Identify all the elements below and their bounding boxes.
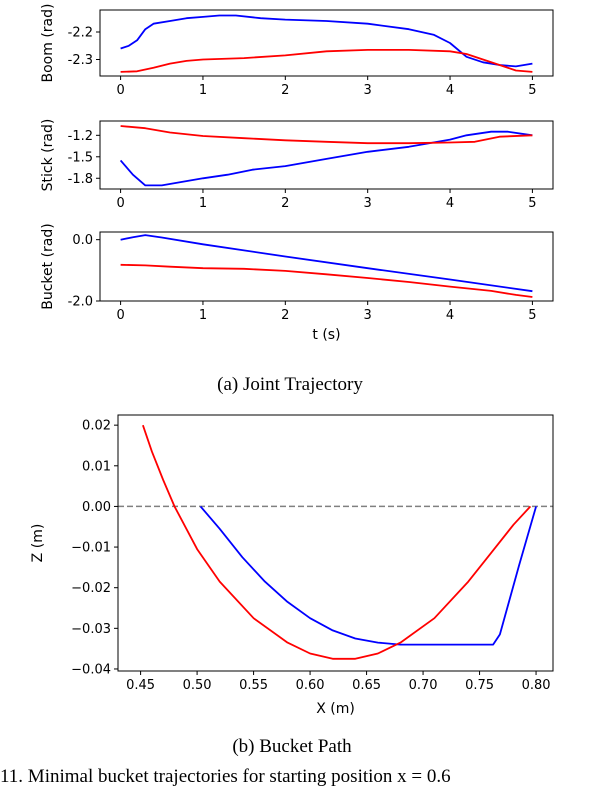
red-series-line xyxy=(120,125,533,145)
red-series-line xyxy=(120,263,533,298)
x-tick-label: 5 xyxy=(528,83,536,98)
blue-series-line xyxy=(119,130,533,187)
blue-series-line xyxy=(120,14,533,68)
x-tick-label: 1 xyxy=(199,83,207,98)
caption-b: (b) Bucket Path xyxy=(232,736,352,757)
x-axis-label: X (m) xyxy=(316,701,355,717)
y-tick-label: 0.01 xyxy=(82,459,111,474)
y-tick-label: −0.01 xyxy=(71,541,111,556)
x-tick-label: 0.55 xyxy=(239,678,268,693)
y-axis-label: Stick (rad) xyxy=(40,119,56,192)
red-series-line xyxy=(120,49,533,73)
blue-series-line xyxy=(199,505,537,646)
x-tick-label: 1 xyxy=(199,196,207,211)
x-tick-label: 0 xyxy=(116,83,124,98)
y-tick-label: -2.0 xyxy=(68,295,93,310)
x-tick-label: 3 xyxy=(364,196,372,211)
y-tick-label: −0.03 xyxy=(71,622,111,637)
red-series-line xyxy=(142,424,532,660)
y-tick-label: -1.2 xyxy=(68,129,93,144)
x-tick-label: 0.80 xyxy=(522,678,551,693)
y-tick-label: -1.5 xyxy=(68,150,93,165)
x-tick-label: 0.60 xyxy=(296,678,325,693)
x-tick-label: 5 xyxy=(528,308,536,323)
x-tick-label: 0 xyxy=(116,196,124,211)
boom-panel: 0 1 2 3 4 5 -2.2 -2.3 Boom (rad) xyxy=(40,4,554,98)
x-tick-label: 4 xyxy=(446,83,454,98)
y-tick-label: -1.8 xyxy=(68,172,93,187)
y-tick-label: −0.02 xyxy=(71,581,111,596)
blue-series-line xyxy=(120,234,533,293)
y-axis-label: Bucket (rad) xyxy=(40,223,56,309)
y-tick-label: 0.0 xyxy=(72,233,93,248)
bucket-path-panel: 0.45 0.50 0.55 0.60 0.65 0.70 0.75 0.80 0.02 0.01… xyxy=(30,414,554,717)
plot-frame xyxy=(99,231,554,302)
x-tick-label: 0 xyxy=(116,308,124,323)
caption-bottom: 11. Minimal bucket trajectories for star… xyxy=(0,766,451,786)
x-tick-label: 3 xyxy=(364,83,372,98)
x-tick-label: 2 xyxy=(281,196,289,211)
x-axis-label: t (s) xyxy=(312,327,340,343)
y-tick-label: -2.2 xyxy=(68,26,93,41)
x-tick-label: 0.75 xyxy=(465,678,494,693)
x-tick-label: 0.45 xyxy=(126,678,155,693)
x-tick-label: 2 xyxy=(281,83,289,98)
y-axis-label: Z (m) xyxy=(30,524,46,563)
x-tick-label: 0.70 xyxy=(409,678,438,693)
x-tick-label: 0.50 xyxy=(183,678,212,693)
x-tick-label: 5 xyxy=(528,196,536,211)
y-tick-label: 0.00 xyxy=(82,500,111,515)
x-tick-label: 4 xyxy=(446,196,454,211)
caption-a: (a) Joint Trajectory xyxy=(217,374,363,395)
x-tick-label: 2 xyxy=(281,308,289,323)
x-tick-label: 0.65 xyxy=(352,678,381,693)
plot-frame xyxy=(99,120,554,190)
bucket-panel: 0 1 2 3 4 5 0.0 -2.0 Bucket (rad) t (s) xyxy=(40,223,554,343)
plot-frame xyxy=(99,9,554,77)
x-tick-label: 3 xyxy=(364,308,372,323)
y-tick-label: 0.02 xyxy=(82,419,111,434)
stick-panel: 0 1 2 3 4 5 -1.2 -1.5 -1.8 Stick (rad) xyxy=(40,119,554,211)
y-tick-label: −0.04 xyxy=(71,662,111,677)
y-axis-label: Boom (rad) xyxy=(40,4,56,83)
x-tick-label: 1 xyxy=(199,308,207,323)
plot-frame xyxy=(117,414,554,672)
x-tick-label: 4 xyxy=(446,308,454,323)
y-tick-label: -2.3 xyxy=(68,53,93,68)
